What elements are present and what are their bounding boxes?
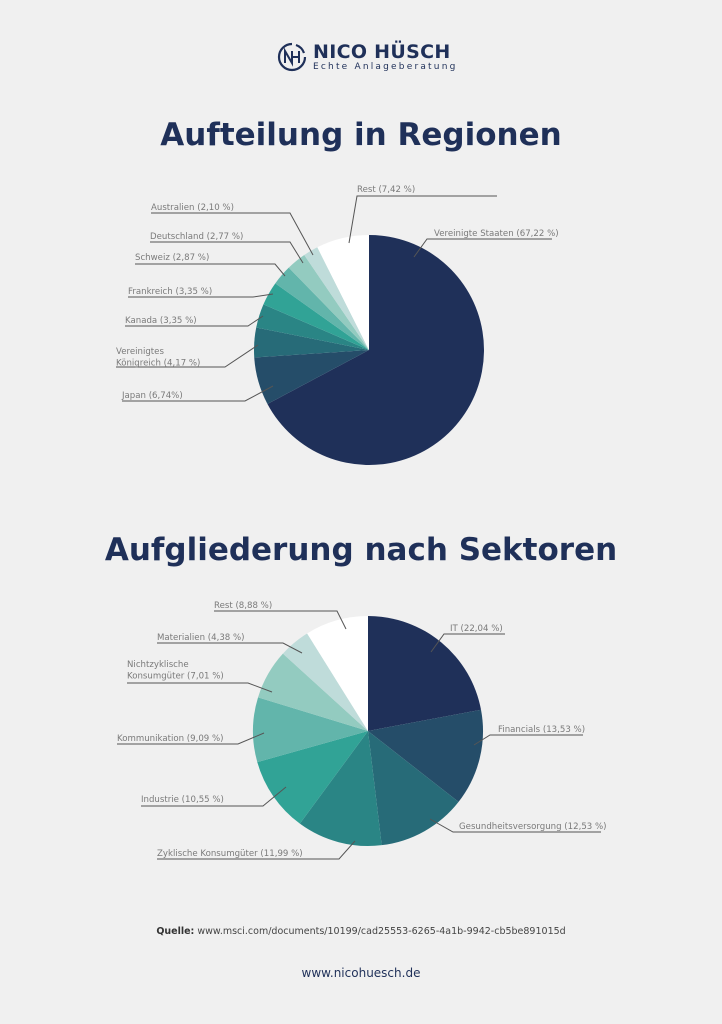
regions-pie-slice <box>317 235 369 350</box>
sectors-leader-line <box>157 840 356 860</box>
regions-pie-slice <box>267 235 485 465</box>
sectors-pie-slice <box>282 633 368 731</box>
sectors-slice-label: Industrie (10,55 %) <box>141 795 224 805</box>
sectors-slice-label: Materialien (4,38 %) <box>157 633 245 643</box>
sectors-pie-slice <box>368 616 482 731</box>
regions-leader-line <box>135 263 286 277</box>
regions-pie-slice <box>304 247 369 350</box>
sectors-slice-label: Gesundheitsversorgung (12,53 %) <box>459 822 607 832</box>
regions-leader-line <box>122 385 274 402</box>
sectors-pie-slice <box>307 616 368 731</box>
regions-pie-slice <box>288 254 369 350</box>
regions-pie-slice <box>263 283 369 350</box>
brand-tagline: Echte Anlageberatung <box>313 61 458 72</box>
brand-name: NICO HÜSCH <box>313 40 451 63</box>
sectors-pie-slice <box>368 709 483 802</box>
sectors-slice-label: Nichtzyklische <box>127 660 189 670</box>
regions-leader-line <box>116 344 259 368</box>
sectors-leader-line <box>473 734 583 746</box>
regions-title: Aufteilung in Regionen <box>160 117 562 153</box>
regions-slice-label: Rest (7,42 %) <box>357 185 415 195</box>
sectors-leader-line <box>141 786 287 807</box>
regions-leader-line <box>151 212 314 256</box>
sectors-pie-slice <box>258 653 368 731</box>
regions-slice-label: Japan (6,74%) <box>121 391 183 401</box>
regions-leader-line <box>348 195 497 244</box>
sectors-leader-line <box>127 682 273 693</box>
regions-pie-slice <box>253 327 369 358</box>
website-link[interactable]: www.nicohuesch.de <box>301 966 421 980</box>
sectors-leader-line <box>117 732 265 745</box>
sectors-pie-slice <box>257 731 368 824</box>
regions-leader-line <box>413 238 552 258</box>
regions-slice-label: Vereinigtes <box>116 347 164 357</box>
regions-slice-label: Königreich (4,17 %) <box>116 359 200 369</box>
regions-slice-label: Australien (2,10 %) <box>151 203 234 213</box>
sectors-title: Aufgliederung nach Sektoren <box>104 532 618 568</box>
regions-slice-label: Schweiz (2,87 %) <box>135 253 209 263</box>
sectors-slice-label: Konsumgüter (7,01 %) <box>127 672 224 682</box>
regions-slice-label: Frankreich (3,35 %) <box>128 287 212 297</box>
logo: NICO HÜSCH Echte Anlageberatung <box>277 40 458 74</box>
sectors-pie-slice <box>299 731 382 847</box>
source-url: www.msci.com/documents/10199/cad25553-62… <box>194 926 566 937</box>
sectors-pie-slice <box>252 697 368 763</box>
regions-slice-label: Kanada (3,35 %) <box>125 316 197 326</box>
sectors-leader-line <box>430 633 505 653</box>
sectors-leader-line <box>214 610 347 630</box>
sectors-slice-label: Zyklische Konsumgüter (11,99 %) <box>157 849 303 859</box>
source-note: Quelle: www.msci.com/documents/10199/cad… <box>0 926 722 937</box>
sectors-leader-line <box>157 642 303 654</box>
sectors-leader-line <box>429 818 601 833</box>
regions-pie-slice <box>254 350 369 404</box>
regions-leader-line <box>125 315 264 327</box>
sectors-pie-slice <box>368 731 459 846</box>
regions-pie-slice <box>275 267 369 350</box>
regions-leader-line <box>150 241 304 264</box>
regions-pie-slice <box>256 304 369 350</box>
sectors-slice-label: Rest (8,88 %) <box>214 601 272 611</box>
sectors-slice-label: IT (22,04 %) <box>450 624 503 634</box>
sectors-slice-label: Kommunikation (9,09 %) <box>117 734 224 744</box>
source-label: Quelle: <box>156 926 195 937</box>
regions-leader-line <box>128 293 274 298</box>
logo-mark-icon <box>277 42 307 72</box>
regions-slice-label: Vereinigte Staaten (67,22 %) <box>434 229 559 239</box>
regions-slice-label: Deutschland (2,77 %) <box>150 232 243 242</box>
sectors-slice-label: Financials (13,53 %) <box>498 725 585 735</box>
